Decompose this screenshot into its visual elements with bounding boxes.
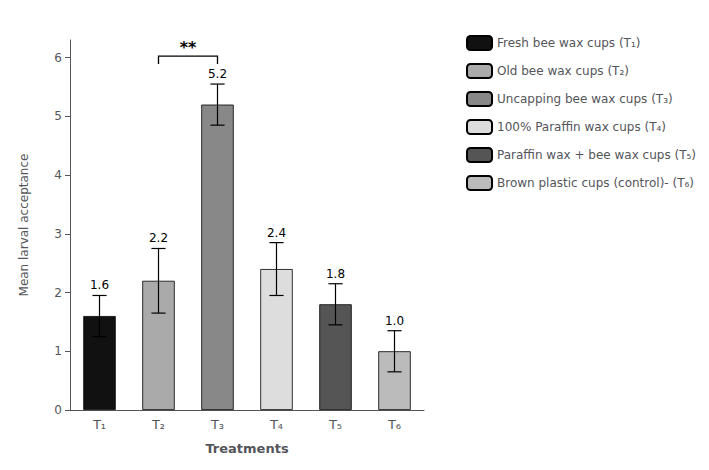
svg-text:5.2: 5.2	[208, 67, 227, 81]
svg-text:T₆: T₆	[387, 417, 401, 432]
svg-text:T₁: T₁	[92, 417, 106, 432]
svg-text:0: 0	[54, 403, 62, 417]
svg-text:Old bee wax cups (T₂): Old bee wax cups (T₂)	[497, 64, 629, 78]
svg-text:1.8: 1.8	[326, 267, 345, 281]
svg-text:1: 1	[54, 344, 62, 358]
svg-text:5: 5	[54, 109, 62, 123]
svg-text:Brown plastic cups (control)-: Brown plastic cups (control)- (T₆)	[497, 176, 694, 190]
svg-text:T₄: T₄	[269, 417, 283, 432]
svg-text:6: 6	[54, 51, 62, 65]
svg-text:T₃: T₃	[210, 417, 224, 432]
svg-text:Uncapping bee wax cups (T₃): Uncapping bee wax cups (T₃)	[497, 92, 673, 106]
svg-text:2: 2	[54, 286, 62, 300]
svg-text:**: **	[180, 38, 197, 57]
svg-text:Fresh bee wax cups (T₁): Fresh bee wax cups (T₁)	[497, 36, 640, 50]
svg-text:2.4: 2.4	[267, 226, 286, 240]
svg-text:4: 4	[54, 168, 62, 182]
svg-text:1.6: 1.6	[90, 278, 109, 292]
svg-text:T₅: T₅	[328, 417, 342, 432]
svg-text:Treatments: Treatments	[205, 441, 288, 456]
svg-text:3: 3	[54, 227, 62, 241]
svg-text:T₂: T₂	[151, 417, 165, 432]
svg-text:1.0: 1.0	[385, 314, 404, 328]
svg-text:Paraffin wax + bee wax cups (T: Paraffin wax + bee wax cups (T₅)	[497, 148, 696, 162]
svg-text:2.2: 2.2	[149, 231, 168, 245]
svg-text:Mean larval acceptance: Mean larval acceptance	[17, 154, 31, 297]
svg-text:100% Paraffin wax cups (T₄): 100% Paraffin wax cups (T₄)	[497, 120, 666, 134]
